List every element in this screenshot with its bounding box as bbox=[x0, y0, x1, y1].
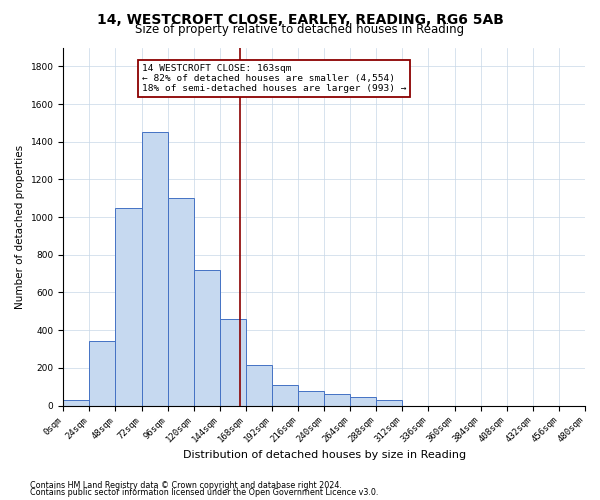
Bar bbox=[350, 397, 376, 406]
Text: Size of property relative to detached houses in Reading: Size of property relative to detached ho… bbox=[136, 22, 464, 36]
Bar bbox=[272, 385, 298, 406]
Bar bbox=[298, 392, 324, 406]
Text: Contains HM Land Registry data © Crown copyright and database right 2024.: Contains HM Land Registry data © Crown c… bbox=[30, 480, 342, 490]
Bar bbox=[220, 319, 246, 406]
Text: 14 WESTCROFT CLOSE: 163sqm
← 82% of detached houses are smaller (4,554)
18% of s: 14 WESTCROFT CLOSE: 163sqm ← 82% of deta… bbox=[142, 64, 406, 94]
Bar bbox=[63, 400, 89, 406]
Text: Contains public sector information licensed under the Open Government Licence v3: Contains public sector information licen… bbox=[30, 488, 379, 497]
Bar bbox=[194, 270, 220, 406]
Bar bbox=[115, 208, 142, 406]
Y-axis label: Number of detached properties: Number of detached properties bbox=[15, 144, 25, 308]
Text: 14, WESTCROFT CLOSE, EARLEY, READING, RG6 5AB: 14, WESTCROFT CLOSE, EARLEY, READING, RG… bbox=[97, 12, 503, 26]
Bar bbox=[376, 400, 403, 406]
Bar bbox=[89, 342, 115, 406]
Bar bbox=[167, 198, 194, 406]
Bar bbox=[142, 132, 167, 406]
Bar bbox=[324, 394, 350, 406]
X-axis label: Distribution of detached houses by size in Reading: Distribution of detached houses by size … bbox=[182, 450, 466, 460]
Bar bbox=[246, 365, 272, 406]
